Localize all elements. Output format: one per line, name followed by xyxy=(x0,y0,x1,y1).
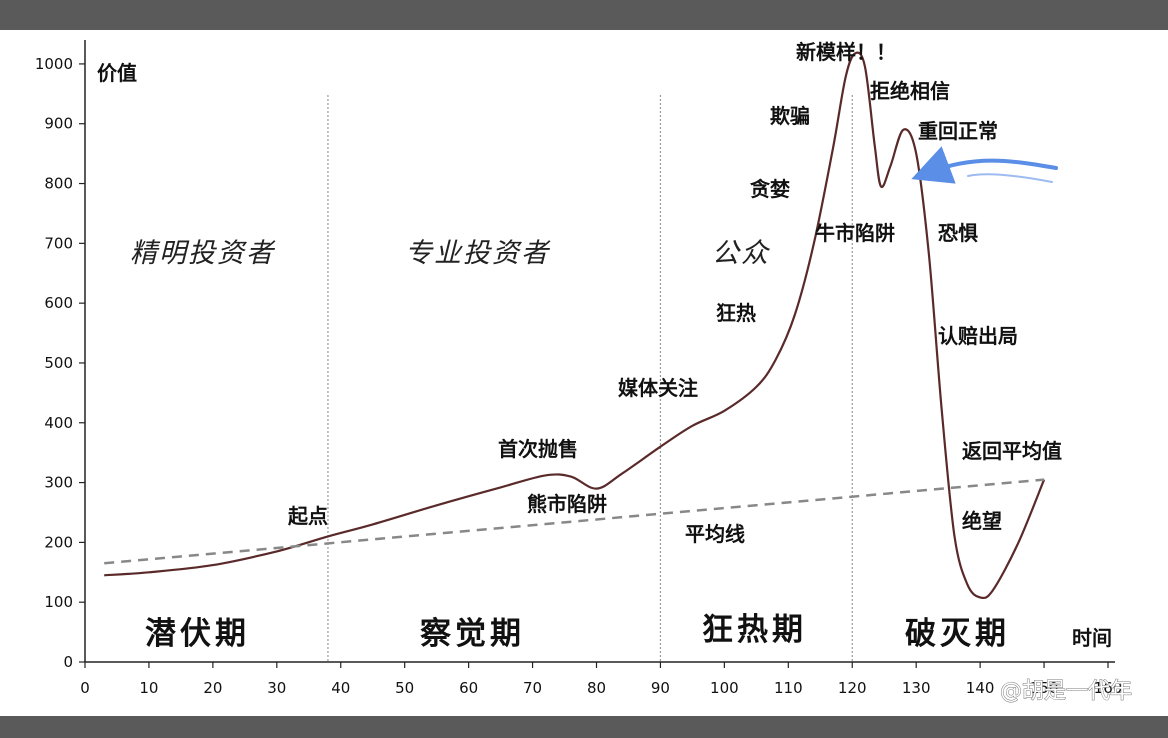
x-tick-label: 20 xyxy=(203,679,222,697)
mean-line xyxy=(104,478,1045,565)
y-tick-label: 500 xyxy=(44,354,73,372)
x-tick-label: 70 xyxy=(523,679,542,697)
audience-institutional: 专业投资者 xyxy=(405,238,551,269)
x-ticks: 0 10 20 30 40 50 60 70 80 90 100 110 120 130 140 150 160 xyxy=(80,662,1122,697)
value-curve xyxy=(104,51,1046,600)
top-border xyxy=(0,0,1168,30)
x-tick-label: 140 xyxy=(966,679,995,697)
y-tick-label: 900 xyxy=(44,115,73,133)
x-tick-label: 10 xyxy=(139,679,158,697)
x-tick-label: 110 xyxy=(774,679,803,697)
annotation-return-to-normal: 重回正常 xyxy=(918,119,998,143)
x-tick-label: 60 xyxy=(459,679,478,697)
x-tick-label: 0 xyxy=(80,679,90,697)
y-tick-label: 100 xyxy=(44,593,73,611)
annotation-delusion: 欺骗 xyxy=(770,104,810,128)
annotation-mean: 平均线 xyxy=(685,522,745,546)
phase-label-awareness: 察觉期 xyxy=(420,616,525,652)
annotation-return-to-mean: 返回平均值 xyxy=(962,439,1062,463)
y-tick-label: 700 xyxy=(44,234,73,252)
blue-arrow xyxy=(911,146,1058,184)
annotation-bull-trap: 牛市陷阱 xyxy=(815,221,895,245)
y-tick-label: 800 xyxy=(44,175,73,193)
y-ticks: 0 100 200 300 400 500 600 700 800 900 1000 xyxy=(35,55,85,671)
annotation-capitulation: 认赔出局 xyxy=(938,324,1018,348)
phase-label-mania: 狂热期 xyxy=(702,612,807,648)
annotation-enthusiasm: 狂热 xyxy=(716,301,756,325)
y-tick-label: 200 xyxy=(44,533,73,551)
phase-dividers xyxy=(327,95,853,662)
annotation-denial: 拒绝相信 xyxy=(870,79,950,103)
y-tick-label: 600 xyxy=(44,294,73,312)
annotation-despair: 绝望 xyxy=(962,509,1002,533)
bottom-border xyxy=(0,716,1168,738)
audience-smart-money: 精明投资者 xyxy=(130,238,276,269)
y-tick-label: 300 xyxy=(44,474,73,492)
annotation-takeoff: 起点 xyxy=(287,504,328,528)
x-tick-label: 40 xyxy=(331,679,350,697)
x-tick-label: 160 xyxy=(1094,679,1123,697)
annotation-fear: 恐惧 xyxy=(938,221,978,245)
audience-public: 公众 xyxy=(712,238,771,269)
annotation-bear-trap: 熊市陷阱 xyxy=(527,492,607,516)
phase-label-latent: 潜伏期 xyxy=(145,616,250,652)
blue-arrow-stroke xyxy=(967,173,1053,183)
x-tick-label: 100 xyxy=(710,679,739,697)
annotation-media-attention: 媒体关注 xyxy=(618,376,698,400)
series-lines xyxy=(104,51,1046,600)
phase-label-blowoff: 破灭期 xyxy=(905,616,1010,652)
y-tick-label: 400 xyxy=(44,414,73,432)
y-tick-label: 0 xyxy=(63,653,73,671)
x-tick-label: 90 xyxy=(651,679,670,697)
x-tick-label: 30 xyxy=(267,679,286,697)
x-tick-label: 120 xyxy=(838,679,867,697)
annotation-new-paradigm: 新模样！！ xyxy=(796,40,896,64)
y-tick-label: 1000 xyxy=(35,55,73,73)
watermark: @胡是一代年 xyxy=(1000,679,1132,704)
annotation-first-sell-off: 首次抛售 xyxy=(498,437,578,461)
x-tick-label: 150 xyxy=(1030,679,1059,697)
x-tick-label: 50 xyxy=(395,679,414,697)
annotation-greed: 贪婪 xyxy=(750,177,790,201)
y-axis-title: 价值 xyxy=(97,61,137,85)
x-tick-label: 130 xyxy=(902,679,931,697)
x-tick-label: 80 xyxy=(587,679,606,697)
x-axis-title: 时间 xyxy=(1072,626,1112,650)
